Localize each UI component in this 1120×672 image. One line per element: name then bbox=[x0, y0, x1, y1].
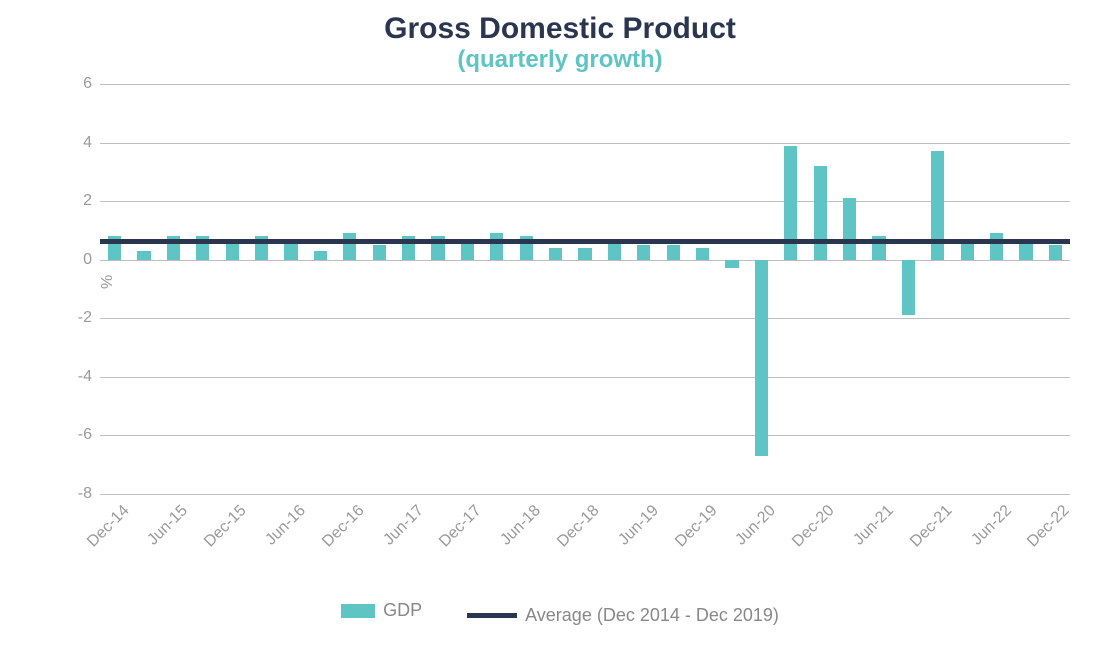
bars-layer bbox=[100, 84, 1070, 494]
y-tick-label: -8 bbox=[54, 485, 92, 503]
bar bbox=[137, 251, 150, 260]
chart-subtitle: (quarterly growth) bbox=[30, 46, 1090, 74]
legend-swatch-line bbox=[467, 613, 517, 618]
bar bbox=[373, 245, 386, 260]
bar bbox=[490, 233, 503, 259]
bar bbox=[637, 245, 650, 260]
bar bbox=[755, 260, 768, 456]
bar bbox=[343, 233, 356, 259]
bar bbox=[226, 242, 239, 260]
gdp-chart: Gross Domestic Product (quarterly growth… bbox=[0, 0, 1120, 672]
legend-label-average: Average (Dec 2014 - Dec 2019) bbox=[525, 605, 779, 626]
x-tick-label: Jun-16 bbox=[262, 502, 309, 549]
x-tick-label: Dec-21 bbox=[907, 502, 956, 551]
bar bbox=[1049, 245, 1062, 260]
bar bbox=[843, 198, 856, 260]
bar bbox=[578, 248, 591, 260]
y-tick-label: 4 bbox=[54, 134, 92, 152]
bar bbox=[549, 248, 562, 260]
x-tick-label: Dec-17 bbox=[437, 502, 486, 551]
bar bbox=[725, 260, 738, 269]
y-tick-label: 6 bbox=[54, 75, 92, 93]
x-tick-label: Dec-19 bbox=[672, 502, 721, 551]
x-tick-label: Jun-19 bbox=[615, 502, 662, 549]
x-axis-ticks: Dec-14Jun-15Dec-15Jun-16Dec-16Jun-17Dec-… bbox=[100, 502, 1070, 592]
bar bbox=[990, 233, 1003, 259]
y-tick-label: -4 bbox=[54, 368, 92, 386]
x-tick-label: Jun-18 bbox=[498, 502, 545, 549]
x-tick-label: Dec-16 bbox=[319, 502, 368, 551]
bar bbox=[608, 242, 621, 260]
bar bbox=[314, 251, 327, 260]
legend-swatch-bar bbox=[341, 604, 375, 618]
x-tick-label: Jun-17 bbox=[380, 502, 427, 549]
x-tick-label: Dec-20 bbox=[789, 502, 838, 551]
bar bbox=[814, 166, 827, 260]
gridline bbox=[100, 494, 1070, 495]
x-tick-label: Dec-15 bbox=[201, 502, 250, 551]
y-tick-label: -2 bbox=[54, 309, 92, 327]
bar bbox=[1019, 242, 1032, 260]
chart-title: Gross Domestic Product bbox=[30, 12, 1090, 46]
y-tick-label: 0 bbox=[54, 251, 92, 269]
x-tick-label: Jun-22 bbox=[968, 502, 1015, 549]
plot-area: % -8-6-4-20246 bbox=[100, 84, 1070, 494]
x-tick-label: Dec-22 bbox=[1024, 502, 1073, 551]
average-line bbox=[100, 239, 1070, 244]
legend: GDP Average (Dec 2014 - Dec 2019) bbox=[30, 600, 1090, 626]
bar bbox=[696, 248, 709, 260]
bar bbox=[667, 245, 680, 260]
legend-item-average: Average (Dec 2014 - Dec 2019) bbox=[467, 605, 779, 626]
y-tick-label: -6 bbox=[54, 426, 92, 444]
bar bbox=[461, 242, 474, 260]
bar bbox=[902, 260, 915, 316]
x-tick-label: Jun-20 bbox=[733, 502, 780, 549]
x-tick-label: Jun-21 bbox=[850, 502, 897, 549]
x-tick-label: Jun-15 bbox=[145, 502, 192, 549]
y-tick-label: 2 bbox=[54, 192, 92, 210]
x-tick-label: Dec-14 bbox=[84, 502, 133, 551]
legend-item-gdp: GDP bbox=[341, 600, 422, 621]
x-tick-label: Dec-18 bbox=[554, 502, 603, 551]
legend-label-gdp: GDP bbox=[383, 600, 422, 621]
